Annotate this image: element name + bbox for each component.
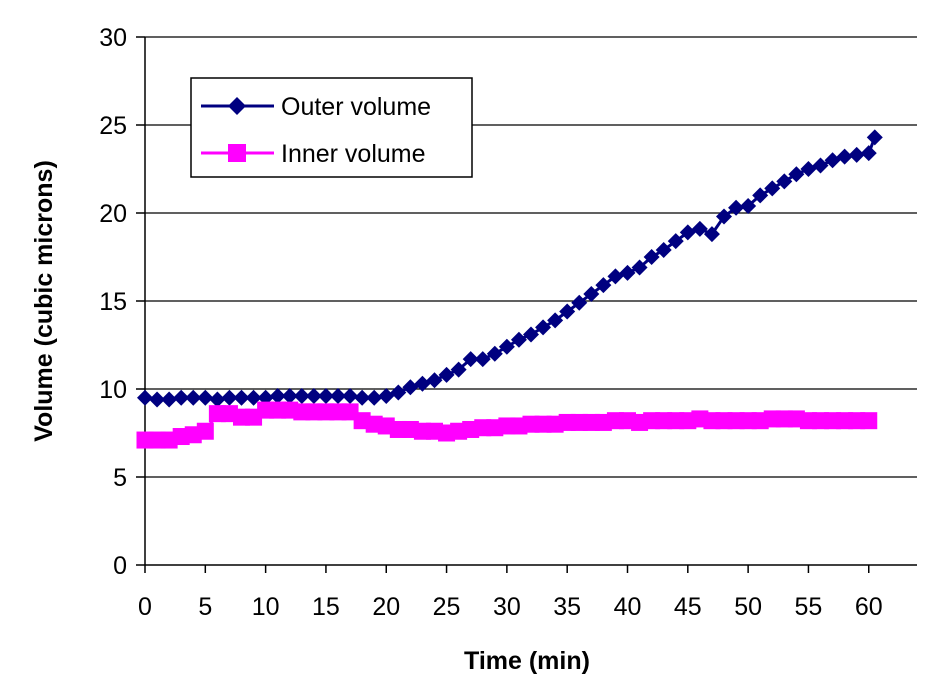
data-point: [667, 233, 684, 250]
data-point: [293, 388, 310, 405]
y-tick-label: 10: [99, 376, 127, 404]
data-point: [149, 391, 166, 408]
data-point: [824, 152, 841, 169]
data-point: [595, 277, 612, 294]
data-point: [691, 220, 708, 237]
y-tick-label: 15: [99, 288, 127, 316]
data-point: [583, 285, 600, 302]
x-tick-label: 40: [614, 593, 642, 621]
data-point: [354, 389, 371, 406]
data-point: [233, 389, 250, 406]
data-point: [342, 388, 359, 405]
axes: [136, 36, 917, 573]
data-point: [498, 338, 515, 355]
data-point: [866, 129, 883, 146]
data-point: [474, 351, 491, 368]
y-tick-label: 0: [113, 552, 127, 580]
data-point: [366, 389, 383, 406]
data-point: [788, 166, 805, 183]
data-point: [173, 389, 190, 406]
data-point: [655, 241, 672, 258]
x-tick-label: 0: [138, 593, 152, 621]
x-axis-title: Time (min): [464, 647, 590, 675]
data-point: [740, 197, 757, 214]
data-point: [571, 294, 588, 311]
data-point: [776, 173, 793, 190]
data-point: [330, 388, 346, 405]
data-point: [137, 389, 153, 406]
y-tick-label: 30: [99, 24, 127, 52]
data-point: [185, 389, 202, 406]
data-point: [486, 345, 503, 362]
x-tick-label: 55: [795, 593, 823, 621]
data-point: [402, 379, 419, 396]
legend-label-inner: Inner volume: [281, 140, 426, 168]
data-point: [764, 180, 781, 197]
y-axis-title: Volume (cubic microns): [30, 160, 58, 442]
data-point: [221, 389, 238, 406]
legend-square-marker: [228, 144, 246, 162]
data-point: [547, 312, 564, 329]
data-point: [812, 157, 829, 174]
data-point: [607, 268, 624, 285]
x-tick-label: 5: [198, 593, 212, 621]
data-point: [643, 249, 660, 265]
data-point: [305, 388, 322, 405]
x-tick-label: 10: [252, 593, 280, 621]
tick-labels: 0 5 10 15 20 25 30 0 5 10 15 20 25 30 35 40 45 50 55 60: [99, 24, 882, 621]
data-point: [679, 224, 696, 241]
data-point: [196, 422, 214, 440]
data-point: [510, 331, 527, 348]
data-point: [836, 148, 853, 165]
data-point: [848, 146, 865, 163]
data-point: [523, 326, 539, 343]
x-tick-label: 25: [433, 593, 461, 621]
series-layer: [136, 129, 883, 449]
data-point: [462, 351, 479, 368]
legend: Outer volume Inner volume: [190, 77, 473, 178]
data-point: [716, 208, 732, 225]
data-point: [281, 388, 298, 405]
x-tick-label: 30: [493, 593, 521, 621]
legend-label-outer: Outer volume: [281, 93, 431, 121]
data-point: [800, 161, 817, 177]
legend-diamond-marker: [228, 97, 246, 115]
y-tick-label: 5: [113, 464, 127, 492]
series-inner-volume: [136, 401, 878, 449]
y-tick-label: 20: [99, 200, 127, 228]
data-point: [860, 145, 877, 162]
data-point: [197, 389, 214, 406]
data-point: [269, 388, 286, 405]
data-point: [631, 259, 648, 276]
data-point: [559, 303, 576, 320]
x-tick-label: 50: [734, 593, 762, 621]
data-point: [390, 384, 407, 401]
data-point: [703, 226, 720, 243]
data-point: [752, 187, 769, 204]
x-tick-label: 15: [312, 593, 340, 621]
x-tick-label: 20: [372, 593, 400, 621]
series-outer-volume: [137, 129, 883, 408]
data-point: [161, 391, 178, 408]
data-point: [438, 366, 455, 383]
x-tick-label: 45: [674, 593, 702, 621]
data-point: [317, 388, 334, 405]
x-tick-label: 35: [553, 593, 581, 621]
data-point: [378, 388, 395, 405]
data-point: [209, 391, 226, 408]
legend-item-outer-volume: Outer volume: [201, 93, 431, 121]
data-point: [535, 319, 552, 336]
legend-item-inner-volume: Inner volume: [201, 140, 426, 168]
data-point: [414, 375, 431, 392]
x-tick-label: 60: [855, 593, 883, 621]
data-point: [450, 361, 467, 378]
data-point: [426, 372, 443, 389]
data-point: [619, 264, 636, 281]
data-point: [860, 412, 878, 430]
data-point: [728, 199, 745, 216]
y-tick-label: 25: [99, 112, 127, 140]
